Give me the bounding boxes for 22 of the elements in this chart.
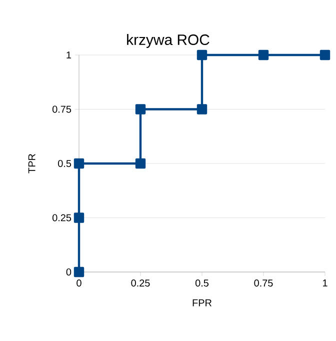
y-tick-label: 0.25 [52, 214, 72, 222]
y-tick-label: 0.5 [58, 160, 72, 168]
x-tick-label: 0.75 [254, 280, 273, 287]
point [258, 50, 269, 60]
point [74, 158, 84, 169]
point [196, 104, 208, 114]
y-tick-label: 0.75 [52, 106, 72, 113]
x-tick-label: 0.25 [131, 280, 150, 287]
x-tick-label: 0.5 [195, 280, 209, 287]
y-tick-label: 0 [66, 268, 72, 276]
x-tick-label: 0 [76, 280, 82, 287]
x-tick-label: 1 [323, 280, 328, 286]
chart-title: krzywa ROC [127, 34, 210, 48]
point [320, 50, 330, 60]
point [74, 212, 84, 223]
point [74, 266, 84, 278]
point [135, 158, 146, 169]
point [135, 104, 146, 114]
y-tick-label: 1 [66, 52, 71, 58]
x-axis-title: FPR [192, 299, 212, 306]
y-axis-title: TPR [28, 154, 36, 174]
point [196, 50, 208, 60]
